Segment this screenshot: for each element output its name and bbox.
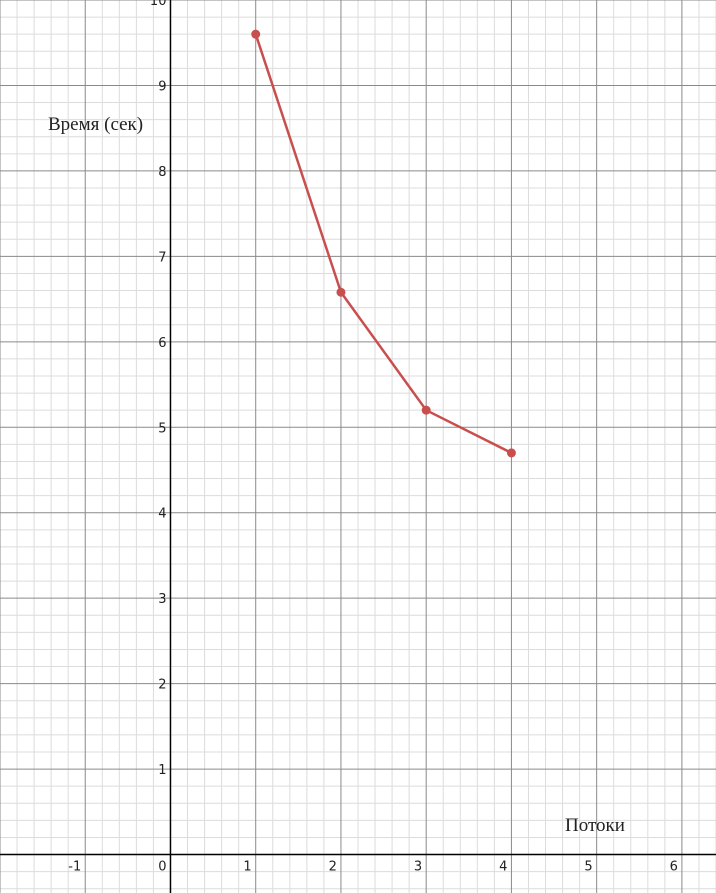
x-tick-label: 4 xyxy=(499,860,507,875)
y-tick-label: 4 xyxy=(158,507,166,522)
x-tick-label: 5 xyxy=(584,860,592,875)
data-point xyxy=(421,405,431,415)
y-tick-label: 6 xyxy=(158,336,166,351)
y-tick-label: 2 xyxy=(158,678,166,693)
series-line xyxy=(254,33,512,455)
data-point xyxy=(506,448,516,458)
x-tick-label: 1 xyxy=(243,860,251,875)
data-point xyxy=(251,29,261,39)
y-tick-label: 1 xyxy=(158,763,166,778)
y-tick-label: 10 xyxy=(150,0,167,9)
y-tick-label: 8 xyxy=(158,165,166,180)
x-tick-label: 2 xyxy=(329,860,337,875)
y-tick-label: 9 xyxy=(158,79,166,94)
x-tick-label: 0 xyxy=(158,860,166,875)
x-tick-label: 3 xyxy=(414,860,422,875)
y-axis-title: Время (сек) xyxy=(48,114,143,135)
y-tick-label: 3 xyxy=(158,592,166,607)
series-group xyxy=(251,29,516,458)
y-tick-label: 7 xyxy=(158,250,166,265)
y-tick-label: 5 xyxy=(158,421,166,436)
x-tick-label: -1 xyxy=(68,860,81,875)
x-axis-title: Потоки xyxy=(565,815,625,836)
data-point xyxy=(336,287,346,297)
x-tick-label: 6 xyxy=(670,860,678,875)
